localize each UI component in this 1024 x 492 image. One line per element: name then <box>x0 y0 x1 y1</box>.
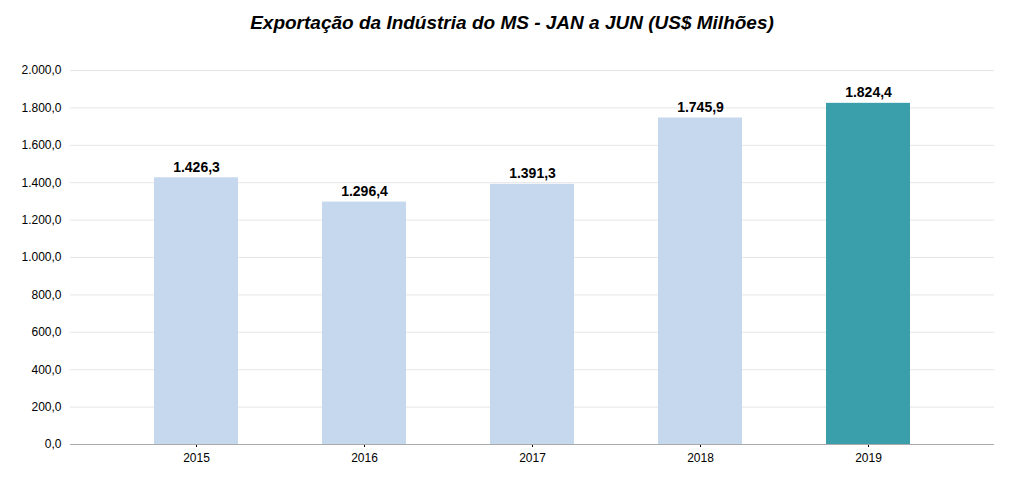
svg-text:0,0: 0,0 <box>45 437 62 451</box>
svg-text:2016: 2016 <box>351 451 378 465</box>
svg-text:1.745,9: 1.745,9 <box>677 99 724 115</box>
svg-text:1.426,3: 1.426,3 <box>173 159 220 175</box>
svg-text:2015: 2015 <box>183 451 210 465</box>
svg-text:1.824,4: 1.824,4 <box>845 84 892 100</box>
svg-text:1.600,0: 1.600,0 <box>21 138 61 152</box>
svg-text:1.296,4: 1.296,4 <box>341 183 388 199</box>
svg-text:800,0: 800,0 <box>31 288 61 302</box>
svg-text:2.000,0: 2.000,0 <box>21 63 61 77</box>
svg-text:400,0: 400,0 <box>31 363 61 377</box>
svg-text:2018: 2018 <box>687 451 714 465</box>
svg-text:200,0: 200,0 <box>31 400 61 414</box>
html-text:Exportação da Indústria do MS: Exportação da Indústria do MS - JAN a JU… <box>250 12 774 33</box>
svg-text:2017: 2017 <box>519 451 546 465</box>
svg-text:1.200,0: 1.200,0 <box>21 213 61 227</box>
svg-text:1.391,3: 1.391,3 <box>509 165 556 181</box>
svg-text:1.800,0: 1.800,0 <box>21 101 61 115</box>
svg-text:1.000,0: 1.000,0 <box>21 250 61 264</box>
svg-text:600,0: 600,0 <box>31 325 61 339</box>
svg-text:1.400,0: 1.400,0 <box>21 176 61 190</box>
svg-text:2019: 2019 <box>855 451 882 465</box>
